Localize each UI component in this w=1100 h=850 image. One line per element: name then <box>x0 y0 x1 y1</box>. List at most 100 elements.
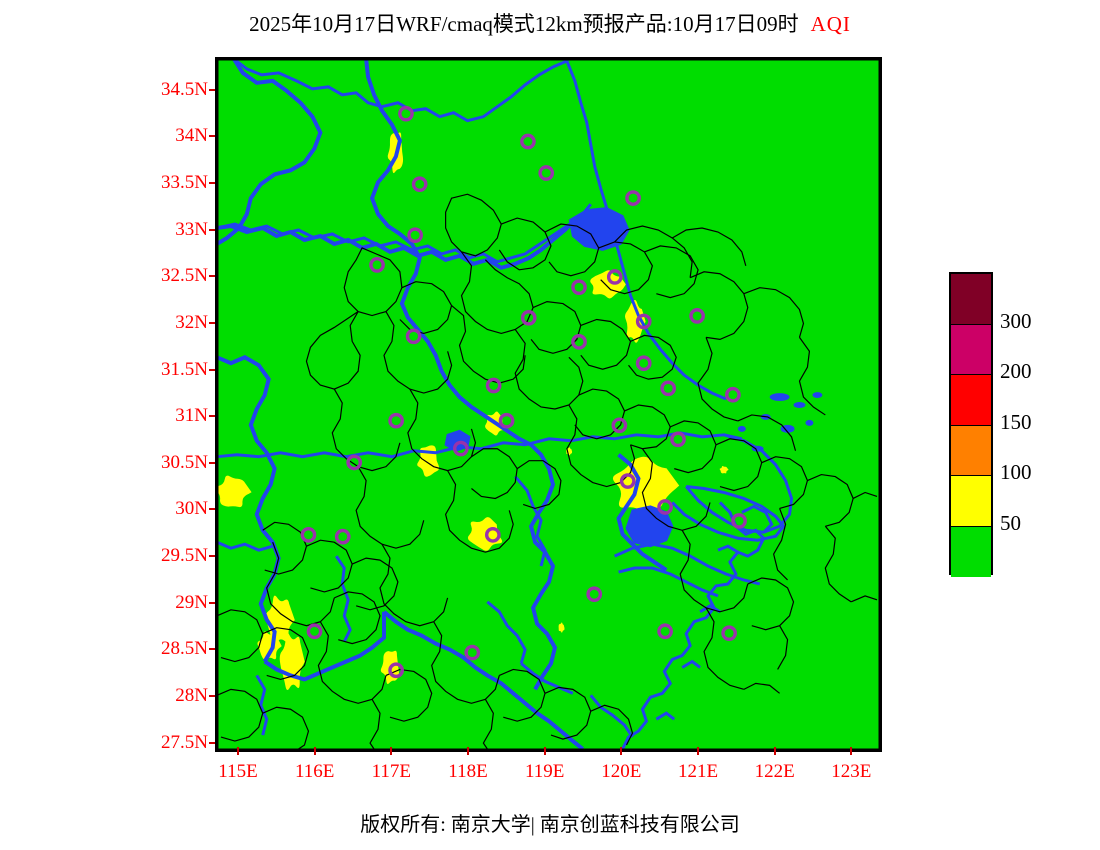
colorbar-tick-label: 100 <box>1000 460 1032 484</box>
colorbar-band[interactable] <box>951 526 991 577</box>
latitude-tick-label: 27.5N <box>161 731 208 753</box>
longitude-tick-mark <box>620 747 623 755</box>
latitude-tick-label: 28N <box>175 685 208 707</box>
page-title: 2025年10月17日WRF/cmaq模式12km预报产品:10月17日09时 A… <box>0 8 1100 38</box>
city-marker-icon[interactable] <box>571 334 587 350</box>
colorbar-band[interactable] <box>951 476 991 527</box>
colorbar-band[interactable] <box>951 375 991 426</box>
city-marker-icon[interactable] <box>388 412 404 429</box>
plot-border <box>217 59 880 750</box>
city-marker-icon[interactable] <box>405 328 422 345</box>
title-variable-label: AQI <box>810 12 851 36</box>
colorbar-tick-label: 200 <box>1000 359 1032 383</box>
colorbar-band[interactable] <box>951 274 991 325</box>
longitude-tick-mark <box>773 747 776 755</box>
city-marker-icon[interactable] <box>725 386 741 403</box>
longitude-tick-mark <box>850 747 853 755</box>
city-marker-icon[interactable] <box>670 431 686 448</box>
city-marker-icon[interactable] <box>606 269 623 285</box>
longitude-tick-label: 118E <box>448 761 488 782</box>
title-main-text: 2025年10月17日WRF/cmaq模式12km预报产品:10月17日09时 <box>249 12 799 36</box>
city-marker-icon[interactable] <box>452 440 469 457</box>
province-boundary-layer <box>217 59 668 750</box>
latitude-tick-mark <box>209 648 217 651</box>
latitude-tick-label: 31.5N <box>161 358 208 380</box>
city-marker-icon[interactable] <box>334 528 351 545</box>
city-marker-icon[interactable] <box>657 499 673 515</box>
latitude-tick-label: 34N <box>175 125 208 147</box>
city-marker-icon[interactable] <box>369 257 385 273</box>
longitude-tick-mark <box>467 747 469 755</box>
latitude-tick-label: 29N <box>175 591 208 613</box>
city-marker-icon[interactable] <box>731 513 747 529</box>
city-marker-icon[interactable] <box>721 625 737 642</box>
city-marker-icon[interactable] <box>660 380 677 397</box>
latitude-tick-label: 30N <box>175 498 208 520</box>
map-canvas[interactable] <box>217 59 880 750</box>
city-marker-icon[interactable] <box>388 662 404 679</box>
city-marker-icon[interactable] <box>586 586 603 603</box>
longitude-tick-mark <box>390 747 393 755</box>
latitude-tick-mark <box>209 555 217 558</box>
latitude-tick-mark <box>209 88 217 91</box>
longitude-tick-mark <box>313 747 316 755</box>
city-marker-icon[interactable] <box>625 190 641 206</box>
longitude-tick-mark <box>237 747 239 755</box>
aqi-colorbar[interactable] <box>949 272 993 577</box>
city-marker-icon[interactable] <box>407 227 423 244</box>
longitude-tick-label: 121E <box>677 761 719 782</box>
latitude-tick-mark <box>209 275 217 278</box>
latitude-tick-label: 28.5N <box>161 638 208 660</box>
aqi-base-layer <box>217 59 880 750</box>
city-marker-icon[interactable] <box>657 623 673 640</box>
longitude-tick-label: 115E <box>218 761 258 782</box>
latitude-tick-label: 33.5N <box>161 171 208 193</box>
latitude-tick-mark <box>209 228 217 231</box>
city-marker-icon[interactable] <box>300 526 317 543</box>
colorbar-band[interactable] <box>951 324 991 375</box>
city-marker-icon[interactable] <box>571 279 587 296</box>
latitude-tick-mark <box>209 695 217 698</box>
forecast-map-plot[interactable] <box>215 57 882 752</box>
colorbar-tick-label: 300 <box>1000 308 1032 333</box>
latitude-tick-label: 33N <box>175 218 208 240</box>
longitude-tick-label: 116E <box>294 761 335 782</box>
city-marker-icon[interactable] <box>306 623 323 640</box>
city-marker-icon[interactable] <box>484 526 501 543</box>
latitude-tick-label: 31N <box>175 405 208 427</box>
latitude-tick-mark <box>209 321 217 324</box>
latitude-tick-mark <box>209 181 217 184</box>
latitude-tick-mark <box>209 368 217 371</box>
city-marker-icon[interactable] <box>619 473 636 489</box>
city-marker-icon[interactable] <box>346 454 363 471</box>
city-marker-icon[interactable] <box>520 309 537 326</box>
city-marker-icon[interactable] <box>520 133 536 150</box>
longitude-tick-label: 119E <box>524 761 565 782</box>
latitude-tick-mark <box>209 601 217 604</box>
latitude-tick-mark <box>209 508 217 511</box>
longitude-tick-mark <box>697 747 699 755</box>
city-marker-icon[interactable] <box>538 165 555 181</box>
latitude-tick-label: 29.5N <box>161 545 208 567</box>
latitude-tick-label: 34.5N <box>161 78 208 100</box>
city-marker-icon[interactable] <box>635 355 652 372</box>
city-marker-icon[interactable] <box>611 417 628 434</box>
latitude-tick-label: 30.5N <box>161 451 208 473</box>
city-marker-icon[interactable] <box>689 308 705 324</box>
latitude-tick-label: 32.5N <box>161 265 208 287</box>
colorbar-band[interactable] <box>951 425 991 476</box>
city-marker-icon[interactable] <box>411 176 428 193</box>
aqi-elevated-patch <box>624 300 646 343</box>
city-marker-icon[interactable] <box>398 105 414 122</box>
longitude-axis: 115E 116E 117E 118E 119E 120E 121E 122E 123E <box>215 747 882 791</box>
city-marker-icon[interactable] <box>464 644 481 661</box>
latitude-tick-mark <box>209 741 217 744</box>
latitude-axis: 34.5N 34N 33.5N 33N 32.5N 32N 31.5N 31N 30.5N 30N… <box>130 57 217 753</box>
colorbar-tick-label: 150 <box>1000 409 1032 434</box>
city-marker-icon[interactable] <box>485 377 502 394</box>
city-marker-icon[interactable] <box>498 412 515 429</box>
aqi-elevated-patch <box>217 475 252 508</box>
longitude-tick-label: 123E <box>831 761 872 782</box>
city-marker-icon[interactable] <box>635 313 652 330</box>
longitude-tick-label: 120E <box>601 761 642 782</box>
